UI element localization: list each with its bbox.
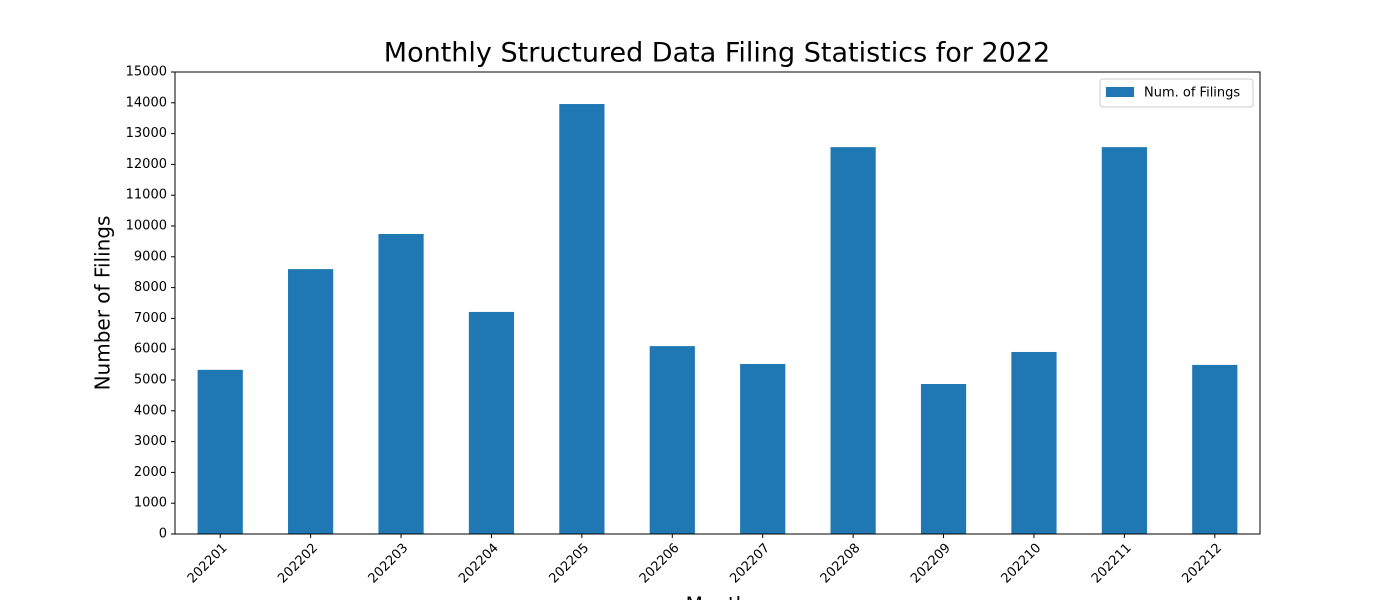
- x-tick-label: 202204: [456, 541, 502, 587]
- y-tick-label: 7000: [134, 311, 167, 326]
- bar: [559, 104, 605, 535]
- chart-title: Monthly Structured Data Filing Statistic…: [384, 38, 1050, 69]
- y-axis-label: Number of Filings: [91, 216, 115, 391]
- bar: [378, 234, 424, 534]
- x-tick-label: 202208: [818, 541, 864, 587]
- x-tick-label: 202205: [546, 541, 592, 587]
- x-tick-label: 202210: [999, 541, 1045, 587]
- x-tick-label: 202203: [366, 541, 412, 587]
- x-tick-label: 202209: [908, 541, 954, 587]
- bar: [288, 269, 334, 534]
- x-tick-label: 202212: [1179, 541, 1225, 587]
- y-tick-label: 3000: [134, 434, 167, 449]
- bar: [1101, 147, 1147, 535]
- legend-box: [1099, 78, 1254, 108]
- y-tick-label: 14000: [126, 95, 167, 110]
- bar: [197, 369, 243, 534]
- x-tick-label: 202201: [185, 541, 231, 587]
- y-tick-label: 5000: [134, 373, 167, 388]
- y-tick-label: 1000: [134, 496, 167, 511]
- y-tick-label: 15000: [126, 65, 167, 80]
- bar: [468, 311, 515, 534]
- y-tick-label: 2000: [134, 465, 167, 480]
- plot-frame: [174, 71, 1261, 535]
- y-tick-label: 13000: [126, 126, 167, 141]
- legend-label: Num. of Filings: [1144, 86, 1240, 101]
- legend-swatch: [1106, 87, 1134, 97]
- y-tick-label: 8000: [134, 280, 167, 295]
- x-tick-label: 202206: [637, 541, 683, 587]
- x-tick-label: 202202: [275, 541, 321, 587]
- y-tick-label: 11000: [126, 188, 167, 203]
- y-tick-label: 6000: [134, 342, 167, 357]
- x-tick-label: 202207: [727, 541, 773, 587]
- bar: [1011, 351, 1057, 534]
- bar: [649, 346, 695, 534]
- bar: [740, 363, 786, 534]
- bar: [1192, 364, 1238, 534]
- y-tick-label: 0: [159, 527, 167, 542]
- y-tick-label: 9000: [134, 249, 167, 264]
- x-axis-label: Month: [686, 593, 749, 600]
- bar: [920, 384, 967, 534]
- y-tick-label: 12000: [126, 157, 167, 172]
- y-tick-label: 10000: [126, 219, 167, 234]
- bar: [830, 147, 876, 535]
- x-tick-label: 202211: [1089, 541, 1135, 587]
- y-tick-label: 4000: [134, 403, 167, 418]
